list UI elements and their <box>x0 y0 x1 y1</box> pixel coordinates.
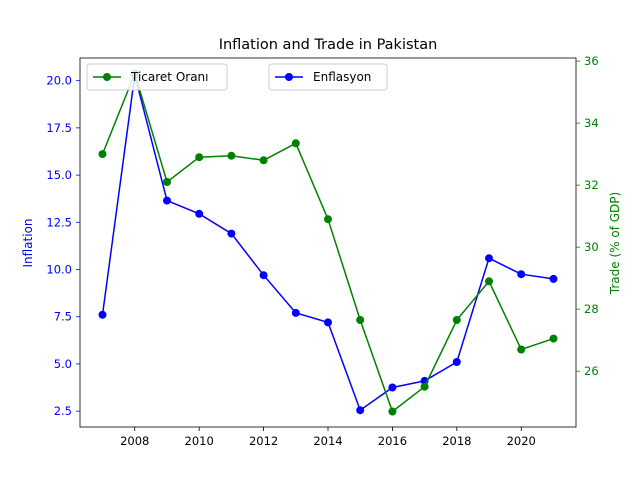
chart-title: Inflation and Trade in Pakistan <box>219 37 438 53</box>
legend-frame-0 <box>86 63 228 91</box>
x-tick-label-2: 2012 <box>249 434 278 448</box>
series-point-1-13 <box>517 345 526 354</box>
left-y-tick-label-0: 2.5 <box>54 404 72 418</box>
right-y-tick-label-4: 34 <box>584 116 599 130</box>
series-point-1-5 <box>259 156 268 165</box>
left-y-tick-label-7: 20.0 <box>46 74 72 88</box>
right-y-tick-label-0: 26 <box>584 364 599 378</box>
series-point-0-4 <box>227 229 236 238</box>
left-y-tick-label-3: 10.0 <box>46 263 72 277</box>
right-y-tick-label-1: 28 <box>584 302 599 316</box>
series-point-0-2 <box>163 196 171 205</box>
legend-1: Enflasyon <box>268 63 388 91</box>
series-point-1-14 <box>549 334 558 343</box>
x-tick-label-1: 2010 <box>185 434 214 448</box>
legend-label-0: Ticaret Oranı <box>130 70 209 84</box>
series-point-0-11 <box>452 358 461 366</box>
left-y-tick-label-5: 15.0 <box>46 168 72 182</box>
series-point-1-9 <box>388 407 397 416</box>
series-point-0-13 <box>517 270 526 279</box>
legend-marker-1 <box>285 73 293 81</box>
legend-label-1: Enflasyon <box>313 70 371 84</box>
left-y-tick-label-1: 5.0 <box>54 357 72 371</box>
series-point-0-8 <box>356 406 365 415</box>
x-tick-label-6: 2020 <box>507 434 536 448</box>
series-point-0-5 <box>259 271 268 280</box>
series-point-1-10 <box>420 382 429 391</box>
series-point-0-9 <box>388 383 397 392</box>
left-y-tick-label-4: 12.5 <box>46 215 72 229</box>
series-point-1-4 <box>227 151 236 160</box>
series-point-1-11 <box>452 316 461 324</box>
right-y-tick-label-3: 32 <box>584 178 599 192</box>
series-point-1-3 <box>195 153 204 162</box>
x-tick-label-3: 2014 <box>313 434 342 448</box>
series-point-1-0 <box>98 150 107 159</box>
series-point-1-6 <box>291 139 300 148</box>
series-point-1-12 <box>485 277 493 286</box>
right-y-tick-label-2: 30 <box>584 240 599 254</box>
series-point-1-7 <box>324 215 332 224</box>
legend-frame-1 <box>268 63 388 91</box>
x-tick-label-5: 2018 <box>442 434 471 448</box>
legend-0: Ticaret Oranı <box>86 63 228 91</box>
series-point-0-7 <box>324 318 332 327</box>
left-y-tick-label-6: 17.5 <box>46 121 72 135</box>
x-tick-label-0: 2008 <box>120 434 149 448</box>
series-point-0-0 <box>98 310 107 319</box>
x-tick-label-4: 2016 <box>378 434 407 448</box>
right-y-tick-label-5: 36 <box>584 54 599 68</box>
series-point-1-2 <box>163 178 171 186</box>
left-axis-label: Inflation <box>21 218 35 267</box>
series-point-0-6 <box>291 308 300 317</box>
series-point-0-12 <box>485 254 493 263</box>
plot-area: 2008 2010 2012 2014 2016 2018 2020 2.5 5.0 7.5 10.… <box>46 54 598 448</box>
legend-marker-0 <box>103 73 111 81</box>
series-point-0-3 <box>195 209 204 218</box>
left-y-tick-label-2: 7.5 <box>54 310 72 324</box>
series-point-1-8 <box>356 316 365 324</box>
right-axis-label: Trade (% of GDP) <box>608 192 622 295</box>
series-point-0-14 <box>549 274 558 283</box>
